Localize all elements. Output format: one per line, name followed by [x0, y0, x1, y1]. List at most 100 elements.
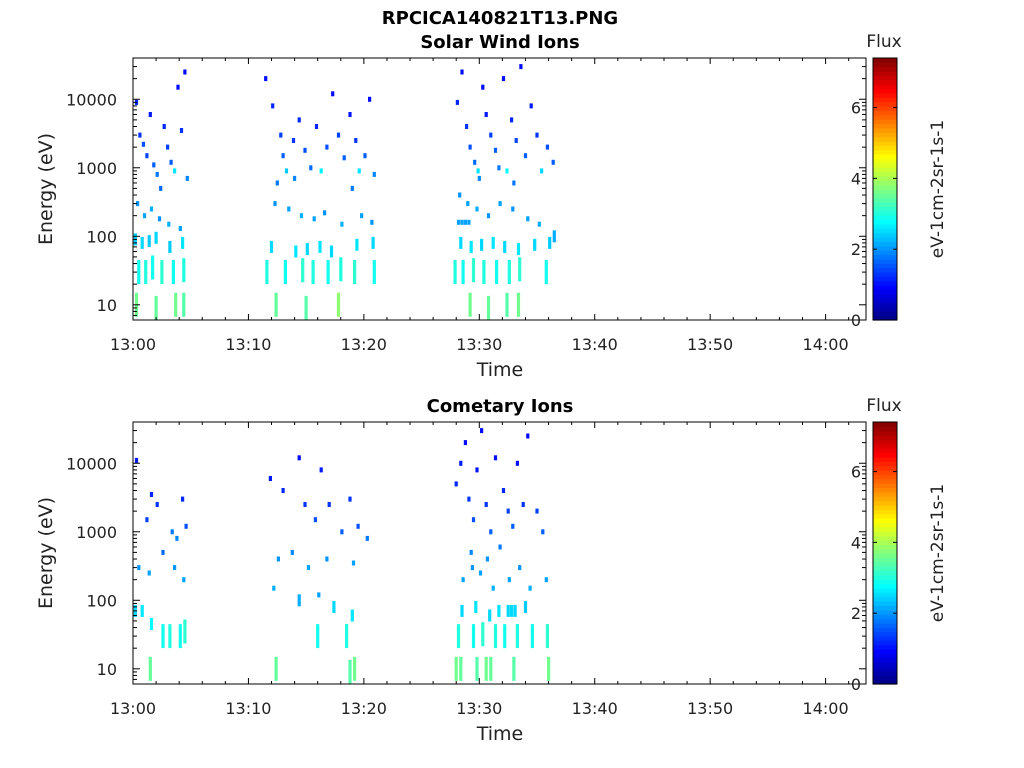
flux-cell	[475, 656, 479, 681]
flux-cell	[551, 159, 555, 165]
colorbar-segment	[873, 158, 897, 164]
colorbar-segment	[873, 587, 897, 593]
flux-cell	[314, 124, 319, 129]
colorbar-segment	[873, 136, 897, 142]
flux-cell	[291, 138, 296, 143]
x-tick-label: 13:00	[110, 699, 156, 718]
flux-cell	[493, 147, 498, 153]
flux-cell	[363, 153, 367, 159]
flux-cell	[528, 585, 532, 591]
y-tick-label: 100	[86, 591, 117, 610]
flux-cell	[513, 604, 517, 617]
flux-cell	[477, 175, 481, 181]
colorbar-title: Flux	[866, 32, 901, 52]
colorbar-segment	[873, 123, 897, 129]
flux-cell	[283, 260, 287, 285]
flux-cell	[454, 481, 458, 487]
colorbar-segment	[873, 649, 897, 655]
flux-cell	[521, 502, 525, 507]
flux-cell	[264, 76, 268, 82]
panel-solar-wind: Solar Wind Ions 13:00 13:10 13:20 13:30 13:4…	[35, 32, 948, 381]
flux-cell	[166, 144, 170, 150]
flux-cell	[304, 295, 308, 320]
colorbar-segment	[873, 263, 897, 269]
flux-cell	[484, 656, 488, 681]
colorbar-segment	[873, 439, 897, 445]
flux-cell	[325, 556, 329, 562]
flux-cell	[505, 168, 509, 174]
flux-cell	[317, 592, 321, 598]
flux-cell	[370, 219, 374, 225]
flux-cell	[545, 144, 549, 150]
colorbar-segment	[873, 574, 897, 580]
flux-cell	[495, 260, 499, 285]
axes: 13:00 13:10 13:20 13:30 13:40 13:50 14:00 10 100…	[66, 421, 866, 718]
colorbar-segment	[873, 518, 897, 524]
colorbar-segment	[873, 522, 897, 528]
colorbar-segment	[873, 426, 897, 432]
flux-cell	[145, 517, 149, 523]
flux-cell	[360, 213, 364, 219]
flux-cell	[488, 609, 492, 622]
flux-cell	[507, 260, 511, 285]
colorbar-segment	[873, 228, 897, 234]
flux-cell	[309, 165, 313, 171]
flux-cell	[169, 159, 173, 165]
flux-cell	[510, 117, 514, 123]
x-tick-label: 13:20	[341, 699, 387, 718]
flux-cell	[155, 502, 159, 507]
flux-cell	[486, 213, 491, 219]
flux-cell	[535, 132, 539, 138]
flux-cell	[515, 460, 519, 466]
y-axis-label: Energy (eV)	[35, 133, 57, 245]
y-tick-label: 10000	[66, 454, 117, 473]
flux-cell	[297, 117, 301, 123]
flux-cell	[493, 624, 498, 649]
colorbar-segment	[873, 258, 897, 264]
colorbar: 0 2 4 6	[851, 57, 898, 330]
colorbar-segment	[873, 635, 897, 641]
flux-cell	[170, 529, 174, 535]
flux-cell	[458, 192, 462, 198]
colorbar-label: eV-1cm-2sr-1s-1	[928, 484, 948, 622]
flux-cell	[293, 175, 297, 181]
flux-cell	[145, 153, 149, 159]
flux-cell	[303, 502, 307, 507]
x-axis-label: Time	[476, 359, 524, 381]
flux-cell	[331, 91, 335, 97]
flux-cell	[137, 260, 141, 285]
flux-cell	[368, 96, 372, 102]
colorbar-segment	[873, 452, 897, 458]
flux-cell	[147, 235, 151, 248]
flux-cell	[149, 618, 154, 630]
flux-cell	[181, 496, 185, 502]
flux-cell	[176, 84, 180, 90]
flux-cell	[518, 257, 522, 282]
flux-cell	[491, 585, 495, 591]
flux-cell	[510, 604, 514, 617]
colorbar-segment	[873, 474, 897, 480]
flux-cell	[342, 155, 346, 161]
flux-cell	[268, 476, 272, 481]
colorbar-segment	[873, 106, 897, 111]
x-axis-label: Time	[476, 723, 524, 745]
flux-cell	[475, 206, 479, 212]
colorbar-segment	[873, 579, 897, 585]
flux-cell	[319, 168, 323, 174]
flux-cell	[516, 292, 521, 317]
flux-cell	[329, 245, 334, 258]
colorbar-segment	[873, 88, 897, 94]
flux-cell	[503, 624, 507, 649]
colorbar-segment	[873, 289, 897, 295]
colorbar-frame	[872, 421, 898, 685]
flux-cell	[459, 236, 463, 249]
colorbar-segment	[873, 662, 897, 668]
colorbar-segment	[873, 92, 897, 98]
colorbar-segment	[873, 531, 897, 537]
flux-cell	[154, 295, 158, 320]
flux-cell	[311, 260, 315, 285]
flux-cell	[306, 565, 311, 571]
colorbar-segment	[873, 653, 897, 659]
flux-cell	[493, 455, 498, 461]
